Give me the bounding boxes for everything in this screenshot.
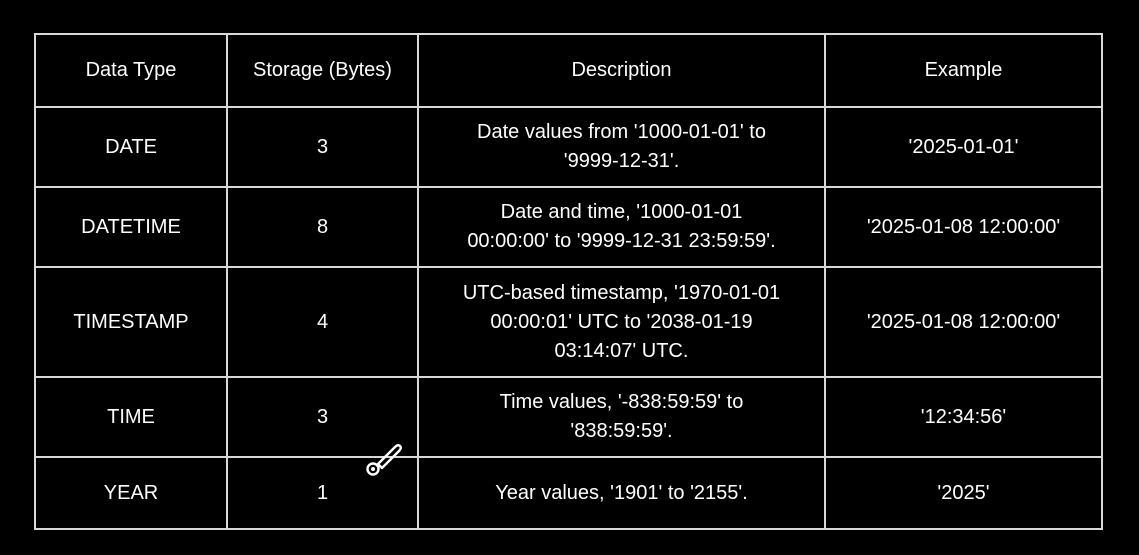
pen-cursor-icon (366, 444, 402, 476)
description-line: 03:14:07' UTC. (554, 339, 689, 362)
cell-description: Date and time, '1000-01-01 00:00:00' to … (417, 186, 826, 268)
cell-example: '2025-01-01' (824, 106, 1103, 188)
cell-description: UTC-based timestamp, '1970-01-01 00:00:0… (417, 266, 826, 378)
table-row: DATE 3 Date values from '1000-01-01' to … (34, 106, 1103, 188)
description-line: Date values from '1000-01-01' to (477, 121, 766, 143)
cell-example: '12:34:56' (824, 376, 1103, 458)
header-example: Example (824, 33, 1103, 108)
cell-data-type: TIME (34, 376, 228, 458)
description-line: 00:00:00' to '9999-12-31 23:59:59'. (467, 230, 776, 252)
table-row: DATETIME 8 Date and time, '1000-01-01 00… (34, 186, 1103, 268)
cell-storage: 3 (226, 376, 419, 458)
header-data-type: Data Type (34, 33, 228, 108)
cell-data-type: TIMESTAMP (34, 266, 228, 378)
description-line: 00:00:01' UTC to '2038-01-19 (490, 310, 753, 333)
table-row: TIMESTAMP 4 UTC-based timestamp, '1970-0… (34, 266, 1103, 378)
cell-data-type: YEAR (34, 456, 228, 530)
table-header-row: Data Type Storage (Bytes) Description Ex… (34, 33, 1103, 108)
description-line: Time values, '-838:59:59' to (499, 391, 744, 413)
cell-data-type: DATE (34, 106, 228, 188)
cell-example: '2025-01-08 12:00:00' (824, 186, 1103, 268)
description-line: Date and time, '1000-01-01 (500, 201, 743, 223)
cell-description: Date values from '1000-01-01' to '9999-1… (417, 106, 826, 188)
data-types-table: Data Type Storage (Bytes) Description Ex… (34, 33, 1103, 530)
cell-storage: 3 (226, 106, 419, 188)
description-line: UTC-based timestamp, '1970-01-01 (462, 281, 781, 304)
cell-storage: 4 (226, 266, 419, 378)
cell-description: Year values, '1901' to '2155'. (417, 456, 826, 530)
cell-description: Time values, '-838:59:59' to '838:59:59'… (417, 376, 826, 458)
cell-storage: 8 (226, 186, 419, 268)
table-row: YEAR 1 Year values, '1901' to '2155'. '2… (34, 456, 1103, 530)
cell-data-type: DATETIME (34, 186, 228, 268)
description-line: '9999-12-31'. (563, 150, 680, 172)
description-line: Year values, '1901' to '2155'. (495, 481, 748, 504)
description-line: '838:59:59'. (570, 420, 673, 442)
cell-example: '2025-01-08 12:00:00' (824, 266, 1103, 378)
cell-example: '2025' (824, 456, 1103, 530)
cell-storage: 1 (226, 456, 419, 530)
header-storage-bytes: Storage (Bytes) (226, 33, 419, 108)
table-row: TIME 3 Time values, '-838:59:59' to '838… (34, 376, 1103, 458)
header-description: Description (417, 33, 826, 108)
